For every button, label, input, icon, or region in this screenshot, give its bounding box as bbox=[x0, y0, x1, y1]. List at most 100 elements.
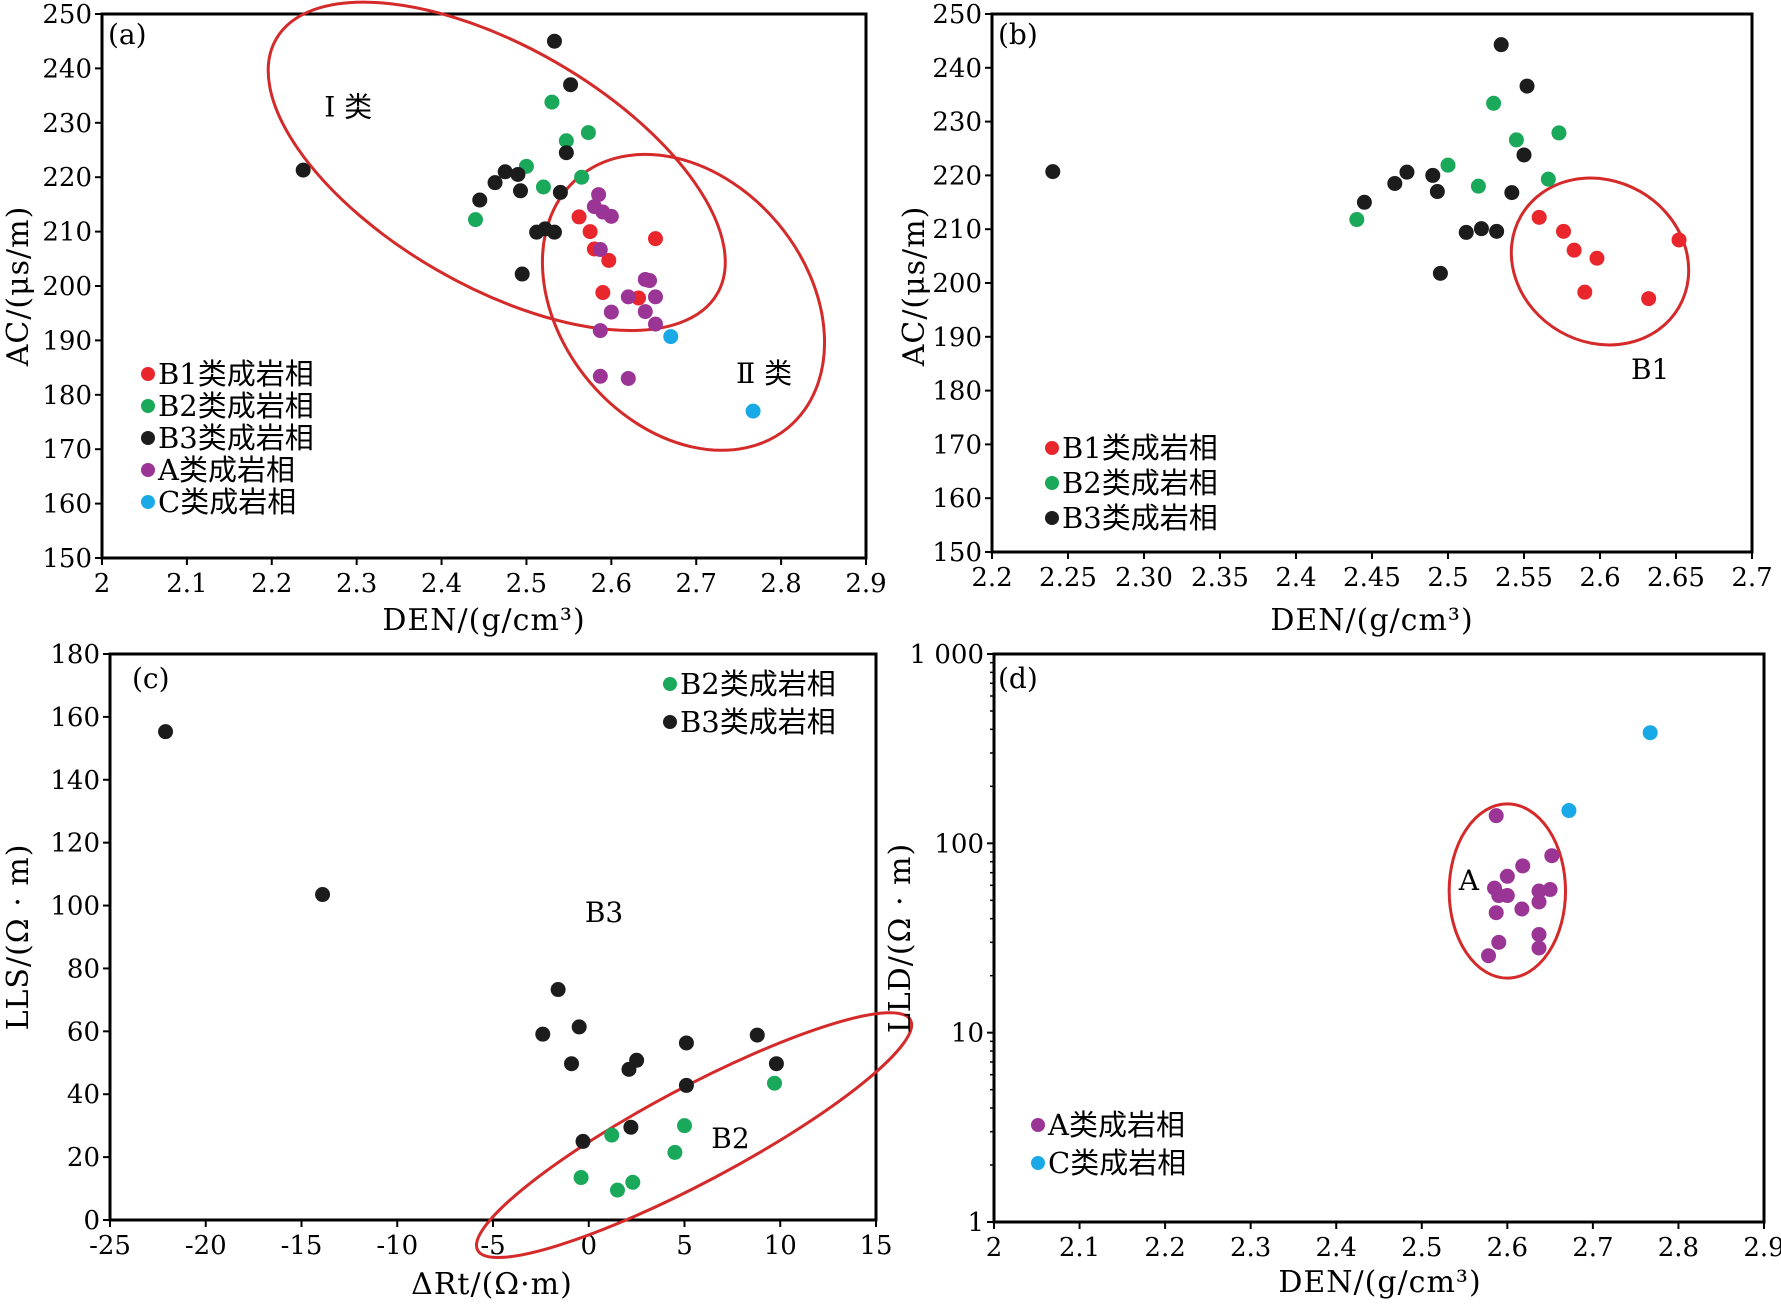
data-point-B1 bbox=[1641, 291, 1657, 307]
data-point-B2 bbox=[468, 212, 484, 228]
data-point-B3 bbox=[546, 33, 562, 49]
panel-a-y-axis-title: AC/(μs/m) bbox=[1, 206, 36, 368]
legend-label-B3: B3类成岩相 bbox=[1062, 501, 1218, 535]
data-point-B3 bbox=[510, 166, 526, 182]
data-point-A bbox=[592, 323, 608, 339]
legend-label-B3: B3类成岩相 bbox=[680, 705, 836, 739]
panel-c-ticks: -25 -20 -15 -10 -5 0 5 10 1502040608010012014016… bbox=[50, 640, 892, 1261]
data-point-B2 bbox=[573, 1170, 589, 1186]
y-tick-label: 230 bbox=[42, 109, 92, 139]
data-point-A bbox=[647, 289, 663, 305]
data-point-B1 bbox=[1589, 250, 1605, 266]
y-tick-label: 1 000 bbox=[910, 640, 984, 670]
y-tick-label: 150 bbox=[932, 538, 982, 568]
y-tick-label: 80 bbox=[67, 954, 100, 984]
data-point-B3 bbox=[1504, 185, 1520, 201]
x-tick-label: 2.3 bbox=[336, 569, 377, 599]
data-point-B2 bbox=[1486, 95, 1502, 111]
data-point-B3 bbox=[1399, 164, 1415, 180]
classification-ellipse bbox=[1509, 176, 1691, 347]
classification-ellipse bbox=[1447, 802, 1568, 980]
data-point-A bbox=[1488, 905, 1504, 921]
x-tick-label: 2.7 bbox=[676, 569, 717, 599]
y-tick-label: 180 bbox=[932, 377, 982, 407]
data-point-A bbox=[592, 368, 608, 384]
data-point-B1 bbox=[1556, 223, 1572, 239]
legend-marker-B1 bbox=[141, 367, 155, 381]
data-point-A bbox=[1515, 858, 1531, 874]
legend-marker-A bbox=[1031, 1118, 1045, 1132]
panel-a-points bbox=[295, 33, 761, 419]
data-point-A bbox=[642, 273, 658, 289]
panel-c-annotations: B3 B2 bbox=[585, 896, 750, 1155]
data-point-B3 bbox=[552, 184, 568, 200]
data-point-B3 bbox=[749, 1027, 765, 1043]
x-tick-label: 2.2 bbox=[251, 569, 292, 599]
data-point-B1 bbox=[1671, 232, 1687, 248]
data-point-A bbox=[1491, 934, 1507, 950]
x-tick-label: 2.9 bbox=[1743, 1233, 1781, 1263]
data-point-C bbox=[663, 329, 679, 345]
data-point-B2 bbox=[1508, 132, 1524, 148]
y-tick-label: 180 bbox=[42, 381, 92, 411]
legend-marker-B3 bbox=[141, 431, 155, 445]
data-point-B3 bbox=[563, 77, 579, 93]
data-point-A bbox=[1542, 882, 1558, 898]
legend-marker-C bbox=[141, 495, 155, 509]
data-point-B3 bbox=[1473, 221, 1489, 237]
x-tick-label: 2.2 bbox=[1144, 1233, 1185, 1263]
annotation-label: Ⅱ 类 bbox=[736, 357, 792, 390]
data-point-B3 bbox=[678, 1035, 694, 1051]
data-point-B3 bbox=[1519, 78, 1535, 94]
data-point-C bbox=[1561, 803, 1577, 819]
x-tick-label: 2.5 bbox=[506, 569, 547, 599]
annotation-label: B2 bbox=[711, 1122, 749, 1155]
panel-c-x-axis-title: ΔRt/(Ω·m) bbox=[411, 1267, 573, 1302]
y-tick-label: 200 bbox=[42, 272, 92, 302]
panel-b-ellipses bbox=[1509, 176, 1691, 347]
data-point-B3 bbox=[535, 1026, 551, 1042]
data-point-A bbox=[637, 304, 653, 320]
data-point-B3 bbox=[1432, 265, 1448, 281]
x-tick-label: 0 bbox=[580, 1231, 597, 1261]
y-tick-label: 160 bbox=[50, 703, 100, 733]
x-tick-label: 2.6 bbox=[591, 569, 632, 599]
legend-label-A: A类成岩相 bbox=[1047, 1108, 1185, 1142]
y-tick-label: 160 bbox=[42, 490, 92, 520]
annotation-label: B3 bbox=[585, 896, 623, 929]
panel-c-label: (c) bbox=[132, 662, 170, 695]
data-point-B2 bbox=[1440, 157, 1456, 173]
legend-marker-B2 bbox=[663, 677, 677, 691]
x-tick-label: -25 bbox=[89, 1231, 131, 1261]
classification-ellipse bbox=[266, 0, 727, 333]
x-tick-label: 2.55 bbox=[1495, 563, 1553, 593]
panel-c-scatter: -25 -20 -15 -10 -5 0 5 10 1502040608010012014016… bbox=[1, 640, 914, 1302]
data-point-B1 bbox=[647, 231, 663, 247]
y-tick-label: 200 bbox=[932, 269, 982, 299]
data-point-A bbox=[1514, 901, 1530, 917]
y-tick-label: 100 bbox=[50, 892, 100, 922]
annotation-label: Ⅰ 类 bbox=[324, 90, 372, 123]
y-tick-label: 0 bbox=[83, 1206, 100, 1236]
x-tick-label: 2.3 bbox=[1230, 1233, 1271, 1263]
data-point-B3 bbox=[550, 982, 566, 998]
x-tick-label: 2.30 bbox=[1115, 563, 1173, 593]
data-point-B2 bbox=[544, 94, 560, 110]
panel-a-x-axis-title: DEN/(g/cm³) bbox=[382, 603, 585, 638]
x-tick-label: 2.4 bbox=[421, 569, 462, 599]
data-point-B2 bbox=[1349, 212, 1365, 228]
y-tick-label: 140 bbox=[50, 766, 100, 796]
panel-c-y-axis-title: LLS/(Ω · m) bbox=[1, 844, 36, 1031]
data-point-B3 bbox=[514, 266, 530, 282]
legend-label-C: C类成岩相 bbox=[158, 485, 296, 519]
data-point-B3 bbox=[1429, 184, 1445, 200]
x-tick-label: 2.7 bbox=[1731, 563, 1772, 593]
legend-label-B1: B1类成岩相 bbox=[158, 357, 314, 391]
data-point-A bbox=[1531, 883, 1547, 899]
data-point-B3 bbox=[1356, 194, 1372, 210]
y-tick-label: 240 bbox=[42, 54, 92, 84]
data-point-B1 bbox=[1577, 284, 1593, 300]
y-tick-label: 250 bbox=[932, 0, 982, 30]
annotation-label: A bbox=[1458, 864, 1480, 897]
